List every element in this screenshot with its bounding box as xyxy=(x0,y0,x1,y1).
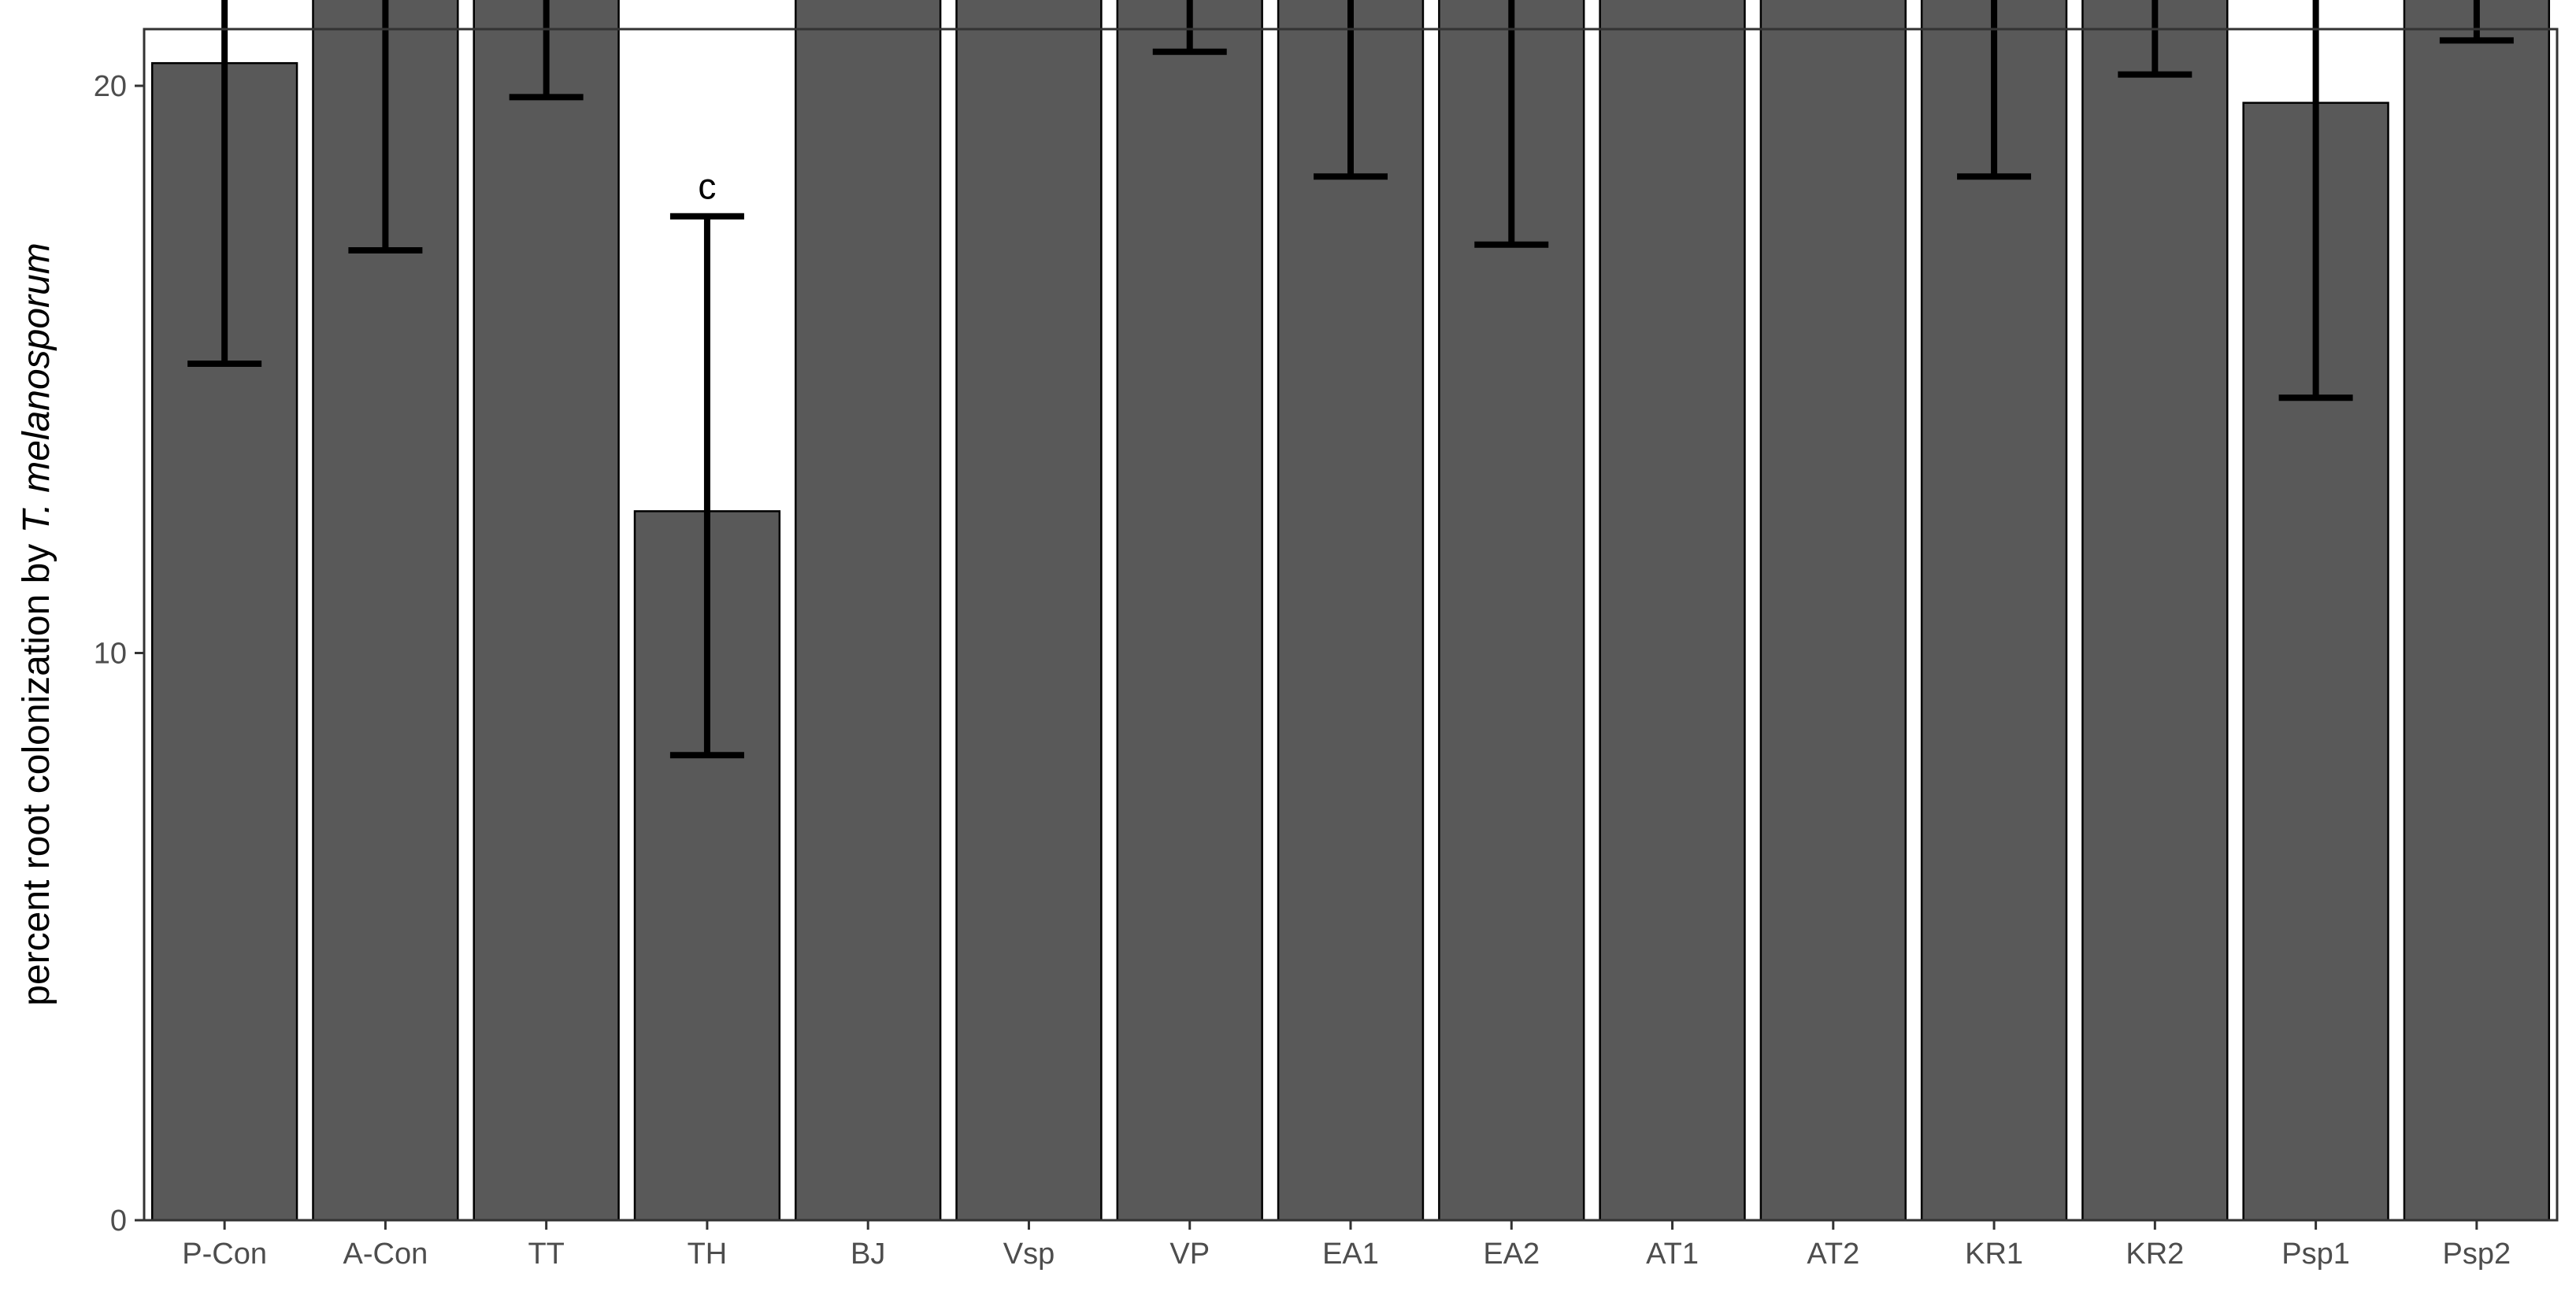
bar-kr2 xyxy=(2081,0,2229,1222)
y-axis-title-species: T. melanosporum xyxy=(16,242,57,533)
significance-label-th: c xyxy=(698,166,716,207)
error-bar-vp xyxy=(1152,0,1227,55)
x-tick-label-kr2: KR2 xyxy=(2126,1238,2184,1271)
bar-bj xyxy=(795,0,942,1222)
x-tick-label-p-con: P-Con xyxy=(182,1238,267,1271)
bars-layer xyxy=(150,0,2551,1222)
x-tick-label-psp1: Psp1 xyxy=(2281,1238,2350,1271)
y-tick-label-10: 10 xyxy=(94,638,127,671)
error-bar-kr2 xyxy=(2118,0,2192,78)
error-bar-psp1 xyxy=(2278,0,2353,401)
error-bars-layer xyxy=(187,0,2514,759)
y-tick-label-0: 0 xyxy=(110,1204,127,1238)
x-tick-label-at1: AT1 xyxy=(1646,1238,1699,1271)
x-tick-label-bj: BJ xyxy=(851,1238,885,1271)
bar-kr1 xyxy=(1920,0,2068,1222)
bar-ea1 xyxy=(1277,0,1425,1222)
error-bar-a-con xyxy=(348,0,423,253)
bar-vp xyxy=(1116,0,1263,1222)
error-bar-kr1 xyxy=(1957,0,2032,180)
x-tick-label-ea2: EA2 xyxy=(1483,1238,1540,1271)
y-axis-title: percent root colonization by T. melanosp… xyxy=(16,242,57,1005)
bar-psp2 xyxy=(2403,0,2551,1222)
x-tick-label-ea1: EA1 xyxy=(1322,1238,1379,1271)
x-tick-label-at2: AT2 xyxy=(1807,1238,1859,1271)
x-tick-label-vp: VP xyxy=(1169,1238,1210,1271)
significance-labels-layer: bcabcabcabababababcabaababbcab xyxy=(698,166,716,207)
error-bar-ea2 xyxy=(1474,0,1549,248)
bar-vsp xyxy=(955,0,1103,1222)
bar-at2 xyxy=(1759,0,1907,1222)
y-axis-title-prefix: percent root colonization by xyxy=(16,533,57,1005)
error-bar-th xyxy=(669,213,744,759)
error-bar-tt xyxy=(509,0,584,101)
y-axis: 010203040 xyxy=(94,70,144,1238)
error-bar-psp2 xyxy=(2439,0,2514,44)
error-bar-ea1 xyxy=(1314,0,1388,180)
x-tick-label-vsp: Vsp xyxy=(1003,1238,1054,1271)
x-tick-label-th: TH xyxy=(688,1238,728,1271)
x-tick-label-tt: TT xyxy=(528,1238,564,1271)
bar-tt xyxy=(473,0,620,1222)
bar-at1 xyxy=(1599,0,1746,1222)
y-tick-label-20: 20 xyxy=(94,70,127,103)
x-tick-label-psp2: Psp2 xyxy=(2443,1238,2511,1271)
x-axis: P-Con A-Con TT TH BJ Vsp VP EA1 EA2 AT1 AT2 KR1 KR2 P… xyxy=(182,1220,2511,1271)
x-tick-label-a-con: A-Con xyxy=(343,1238,428,1271)
x-tick-label-kr1: KR1 xyxy=(1965,1238,2023,1271)
error-bar-p-con xyxy=(187,0,262,368)
